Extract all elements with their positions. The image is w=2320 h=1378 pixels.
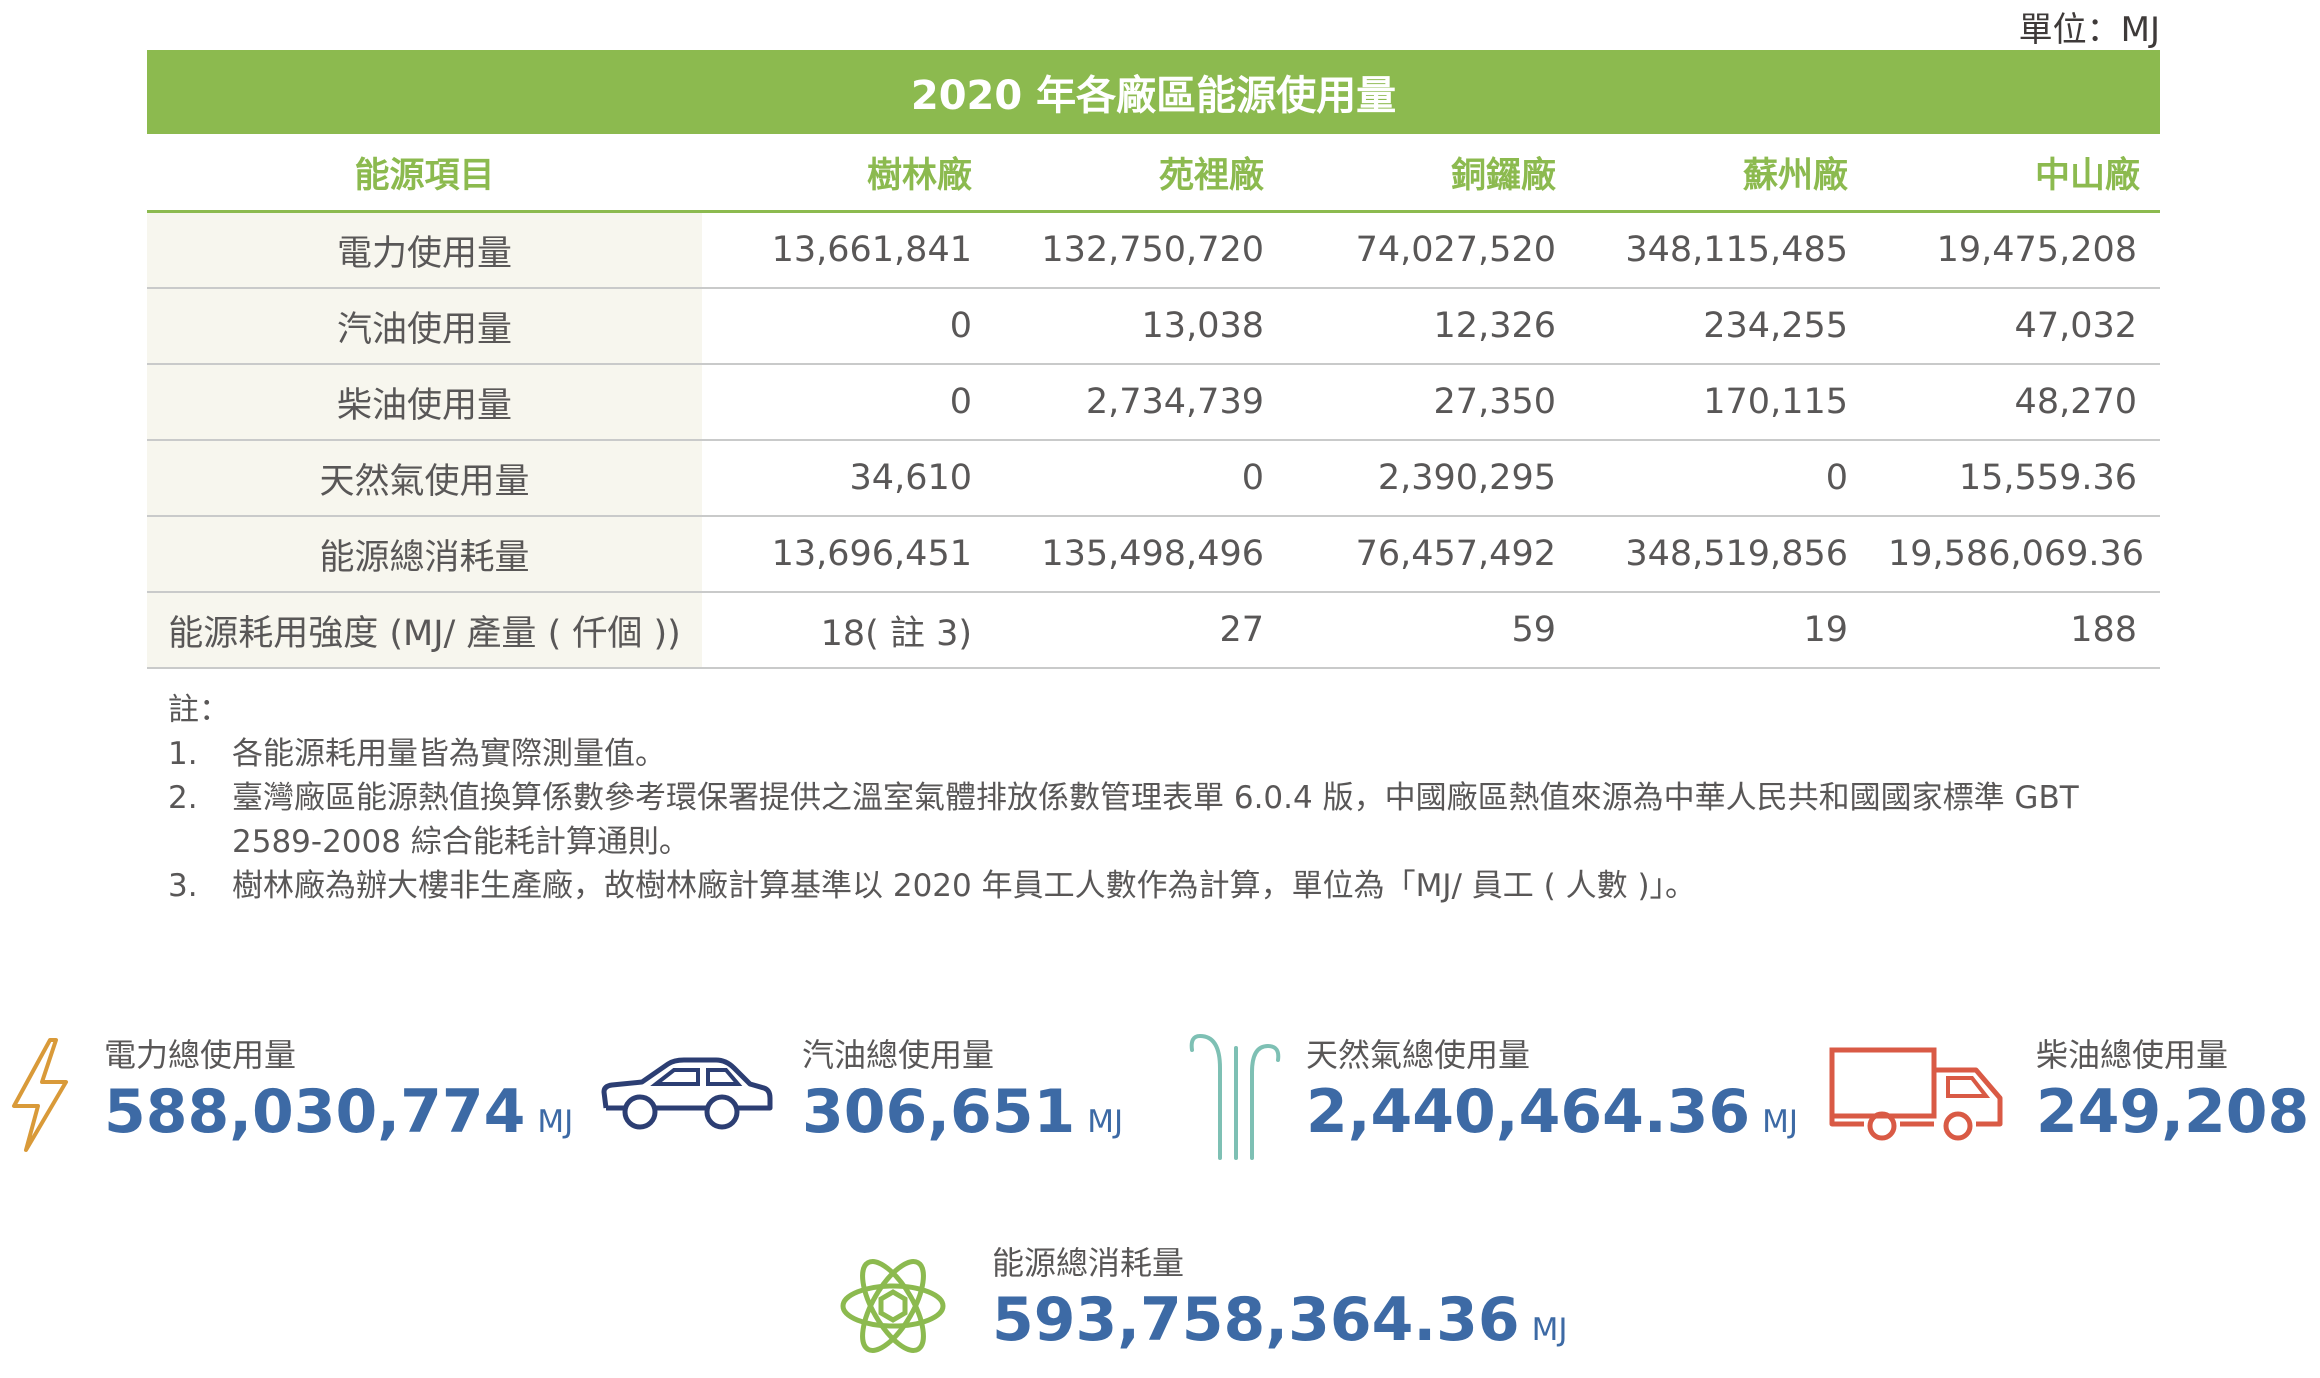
stat-value-line: 306,651 MJ (802, 1076, 1123, 1158)
header-energy-item: 能源項目 (147, 134, 702, 213)
table-cell: 18( 註 3) (702, 592, 992, 669)
header-shulin: 樹林廠 (702, 134, 992, 213)
note-number: 2. (168, 780, 198, 816)
table-cell: 27,350 (1284, 364, 1576, 441)
note-item: 2. 臺灣廠區能源熱值換算係數參考環保署提供之溫室氣體排放係數管理表單 6.0.… (168, 776, 2178, 864)
table-cell: 19,475,208 (1868, 211, 2161, 289)
table-cell: 135,498,496 (992, 516, 1284, 593)
stat-label: 天然氣總使用量 (1306, 1036, 1531, 1074)
stat-value: 588,030,774 (104, 1077, 526, 1147)
truck-icon (1829, 1047, 2003, 1141)
table-header-row: 能源項目 樹林廠 苑裡廠 銅鑼廠 蘇州廠 中山廠 (147, 134, 2161, 213)
table-cell: 74,027,520 (1284, 211, 1576, 289)
stat-label: 能源總消耗量 (992, 1244, 1185, 1282)
table-cell: 170,115 (1576, 364, 1868, 441)
table-cell: 13,661,841 (702, 211, 992, 289)
table-cell: 348,519,856 (1576, 516, 1868, 593)
stat-label: 電力總使用量 (104, 1036, 297, 1074)
stat-unit: MJ (1531, 1312, 1568, 1348)
note-text: 樹林廠為辦大樓非生產廠，故樹林廠計算基準以 2020 年員工人數作為計算，單位為… (232, 868, 1697, 904)
stat-value: 2,440,464.36 (1306, 1077, 1751, 1147)
header-tongluo: 銅鑼廠 (1284, 134, 1576, 213)
table-title: 2020 年各廠區能源使用量 (147, 50, 2161, 134)
atom-icon (840, 1259, 946, 1353)
stat-value-line: 249,208MJ (2036, 1076, 2320, 1158)
stat-unit: MJ (1087, 1104, 1124, 1140)
table-cell: 15,559.36 (1868, 440, 2161, 517)
note-text: 各能源耗用量皆為實際測量值。 (232, 736, 666, 772)
header-zhongshan: 中山廠 (1868, 134, 2161, 213)
table-cell: 19,586,069.36 (1868, 516, 2161, 593)
stat-electricity: 電力總使用量 588,030,774 MJ (104, 1030, 573, 1158)
table-cell: 59 (1284, 592, 1576, 669)
stat-value-line: 593,758,364.36 MJ (992, 1284, 1568, 1366)
row-label: 柴油使用量 (147, 364, 702, 441)
header-yuanli: 苑裡廠 (992, 134, 1284, 213)
table-cell: 2,734,739 (992, 364, 1284, 441)
row-label: 天然氣使用量 (147, 440, 702, 517)
table-cell: 348,115,485 (1576, 211, 1868, 289)
note-item: 1. 各能源耗用量皆為實際測量值。 (168, 732, 2178, 776)
table-row: 柴油使用量 0 2,734,739 27,350 170,115 48,270 (147, 364, 2161, 441)
unit-label: 單位：MJ (2018, 10, 2160, 50)
stat-value: 249,208 (2036, 1077, 2310, 1147)
table-cell: 132,750,720 (992, 211, 1284, 289)
table-row: 電力使用量 13,661,841 132,750,720 74,027,520 … (147, 211, 2161, 289)
table-cell: 13,696,451 (702, 516, 992, 593)
stat-natural-gas: 天然氣總使用量 2,440,464.36 MJ (1306, 1030, 1798, 1158)
table-cell: 12,326 (1284, 288, 1576, 365)
stat-unit: MJ (537, 1104, 574, 1140)
table-cell: 0 (1576, 440, 1868, 517)
table-row: 汽油使用量 0 13,038 12,326 234,255 47,032 (147, 288, 2161, 365)
table-cell: 76,457,492 (1284, 516, 1576, 593)
note-number: 1. (168, 736, 198, 772)
table-cell: 34,610 (702, 440, 992, 517)
note-item: 3. 樹林廠為辦大樓非生產廠，故樹林廠計算基準以 2020 年員工人數作為計算，… (168, 864, 2178, 908)
header-suzhou: 蘇州廠 (1576, 134, 1868, 213)
stat-diesel: 柴油總使用量 249,208MJ (2036, 1030, 2320, 1158)
table-cell: 47,032 (1868, 288, 2161, 365)
stat-unit: MJ (1762, 1104, 1799, 1140)
note-number: 3. (168, 868, 198, 904)
table-cell: 0 (702, 288, 992, 365)
notes: 註： 1. 各能源耗用量皆為實際測量值。 2. 臺灣廠區能源熱值換算係數參考環保… (168, 688, 2178, 908)
table-cell: 19 (1576, 592, 1868, 669)
energy-usage-table: 2020 年各廠區能源使用量 能源項目 樹林廠 苑裡廠 銅鑼廠 蘇州廠 中山廠 … (147, 50, 2161, 669)
stat-label: 汽油總使用量 (802, 1036, 995, 1074)
stat-label: 柴油總使用量 (2036, 1036, 2229, 1074)
stat-value-line: 588,030,774 MJ (104, 1076, 573, 1158)
note-text: 臺灣廠區能源熱值換算係數參考環保署提供之溫室氣體排放係數管理表單 6.0.4 版… (232, 780, 2079, 860)
table-row: 天然氣使用量 34,610 0 2,390,295 0 15,559.36 (147, 440, 2161, 517)
row-label: 能源耗用強度 (MJ/ 產量 ( 仟個 )) (147, 592, 702, 669)
stat-total: 能源總消耗量 593,758,364.36 MJ (992, 1238, 1568, 1366)
table-cell: 27 (992, 592, 1284, 669)
notes-heading: 註： (168, 692, 230, 728)
row-label: 能源總消耗量 (147, 516, 702, 593)
table-cell: 234,255 (1576, 288, 1868, 365)
row-label: 電力使用量 (147, 211, 702, 289)
stat-value: 306,651 (802, 1077, 1076, 1147)
row-label: 汽油使用量 (147, 288, 702, 365)
stat-gasoline: 汽油總使用量 306,651 MJ (802, 1030, 1123, 1158)
lightning-icon (12, 1038, 68, 1152)
table-cell: 0 (992, 440, 1284, 517)
table-cell: 13,038 (992, 288, 1284, 365)
stat-value: 593,758,364.36 (992, 1285, 1520, 1355)
table-cell: 48,270 (1868, 364, 2161, 441)
stat-value-line: 2,440,464.36 MJ (1306, 1076, 1798, 1158)
table-cell: 0 (702, 364, 992, 441)
table-cell: 2,390,295 (1284, 440, 1576, 517)
table-row: 能源總消耗量 13,696,451 135,498,496 76,457,492… (147, 516, 2161, 593)
table-cell: 188 (1868, 592, 2161, 669)
car-icon (601, 1057, 773, 1130)
table-row: 能源耗用強度 (MJ/ 產量 ( 仟個 )) 18( 註 3) 27 59 19… (147, 592, 2161, 669)
gas-icon (1189, 1033, 1281, 1160)
